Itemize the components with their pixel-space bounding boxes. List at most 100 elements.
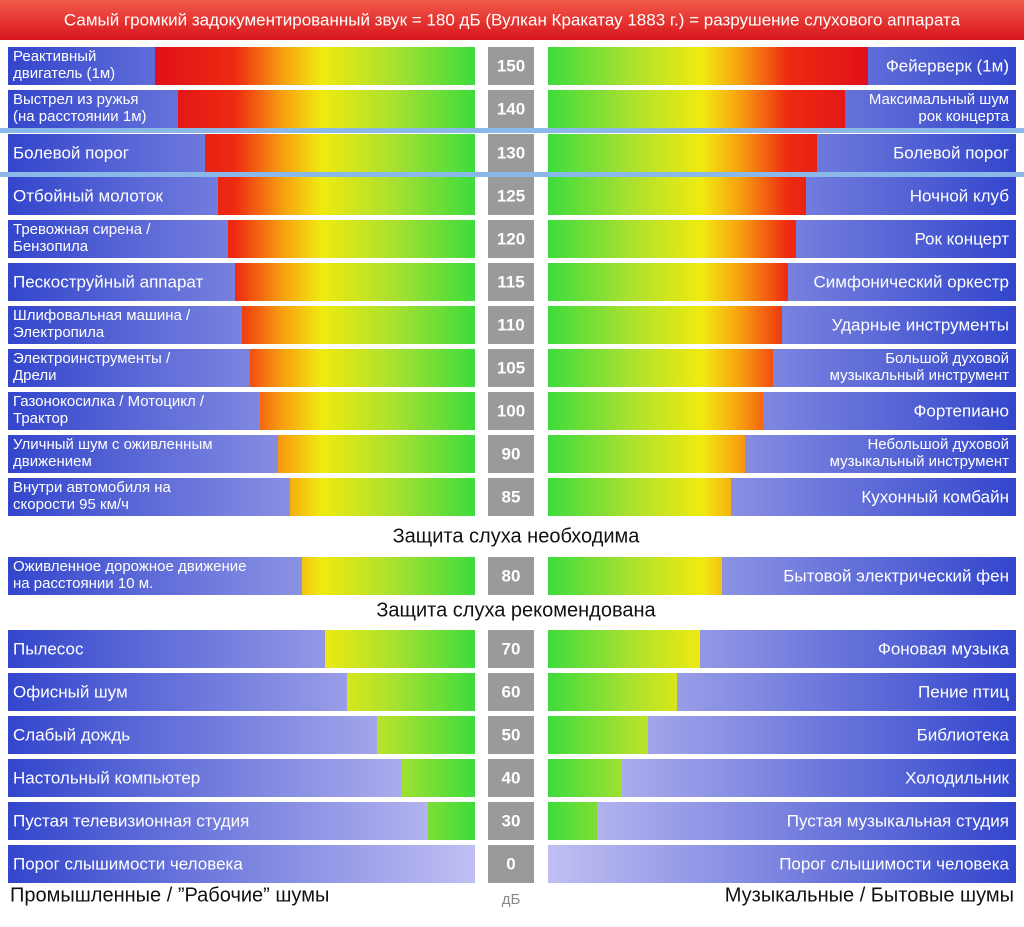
left-label: Выстрел из ружья (13, 91, 139, 108)
right-level (548, 90, 845, 128)
right-label: музыкальный инструмент (830, 453, 1010, 470)
left-label: скорости 95 км/ч (13, 496, 129, 513)
left-panel (8, 845, 475, 883)
left-label: Пескоструйный аппарат (13, 272, 203, 291)
db-box (488, 177, 534, 215)
left-label: двигатель (1м) (13, 65, 115, 82)
right-label: Симфонический оркестр (814, 272, 1009, 291)
db-box (488, 306, 534, 344)
db-box (488, 47, 534, 85)
right-label: Фоновая музыка (878, 639, 1010, 658)
right-label: Порог слышимости человека (779, 854, 1009, 873)
footer-left: Промышленные / ”Рабочие” шумы (10, 884, 329, 906)
left-level (428, 802, 475, 840)
left-level (205, 134, 475, 172)
left-label: Уличный шум с оживленным (13, 436, 213, 453)
right-label: Пение птиц (918, 682, 1009, 701)
left-level (218, 177, 475, 215)
left-level (235, 263, 475, 301)
left-label: Реактивный (13, 48, 96, 65)
db-value: 105 (497, 358, 525, 377)
right-label: Пустая музыкальная студия (787, 811, 1009, 830)
right-label: Кухонный комбайн (861, 487, 1009, 506)
right-level (548, 557, 722, 595)
left-label: Болевой порог (13, 143, 129, 162)
left-label: Пылесос (13, 639, 84, 658)
left-label: Тревожная сирена / (13, 221, 151, 238)
right-panel (548, 759, 1016, 797)
db-value: 120 (497, 229, 525, 248)
left-level (228, 220, 475, 258)
right-label: Фортепиано (913, 401, 1009, 420)
right-level (548, 716, 648, 754)
right-label: рок концерта (918, 108, 1009, 125)
db-value: 110 (497, 315, 524, 334)
db-box (488, 90, 534, 128)
left-label: Оживленное дорожное движение (13, 558, 246, 575)
db-box (488, 435, 534, 473)
footer-right: Музыкальные / Бытовые шумы (725, 884, 1014, 906)
note: Защита слуха рекомендована (376, 599, 656, 621)
title-bar (0, 0, 1024, 40)
right-label: Фейерверк (1м) (886, 56, 1009, 75)
db-box (488, 557, 534, 595)
right-level (548, 673, 677, 711)
left-label: Отбойный молоток (13, 186, 164, 205)
db-box (488, 349, 534, 387)
db-value: 90 (502, 444, 521, 463)
right-level (548, 802, 597, 840)
left-label: Газонокосилка / Мотоцикл / (13, 393, 205, 410)
left-level (242, 306, 475, 344)
right-label: Бытовой электрический фен (783, 566, 1009, 585)
left-level (260, 392, 475, 430)
db-value: 85 (502, 487, 521, 506)
db-box (488, 392, 534, 430)
left-label: Слабый дождь (13, 725, 130, 744)
right-level (548, 220, 796, 258)
right-label: Максимальный шум (869, 91, 1009, 108)
left-label: Трактор (13, 410, 68, 427)
db-box (488, 263, 534, 301)
left-label: Шлифовальная машина / (13, 307, 191, 324)
db-value: 60 (502, 682, 521, 701)
left-level (178, 90, 475, 128)
right-label: Небольшой духовой (867, 436, 1009, 453)
left-level (278, 435, 475, 473)
right-label: Большой духовой (885, 350, 1009, 367)
db-value: 140 (497, 99, 525, 118)
db-box (488, 478, 534, 516)
right-label: Ночной клуб (910, 186, 1010, 205)
left-label: Бензопила (13, 238, 89, 255)
right-level (548, 478, 731, 516)
db-box (488, 802, 534, 840)
db-box (488, 673, 534, 711)
unit: дБ (502, 891, 521, 908)
right-label: Ударные инструменты (832, 315, 1009, 334)
db-box (488, 220, 534, 258)
db-value: 125 (497, 186, 525, 205)
db-box (488, 845, 534, 883)
left-level (402, 759, 475, 797)
left-level (302, 557, 475, 595)
pain-line (0, 128, 1024, 133)
db-value: 40 (502, 768, 521, 787)
right-label: Библиотека (917, 725, 1010, 744)
left-label: Пустая телевизионная студия (13, 811, 249, 830)
db-box (488, 134, 534, 172)
right-label: Рок концерт (914, 229, 1009, 248)
db-box (488, 759, 534, 797)
left-label: Настольный компьютер (13, 768, 200, 787)
left-label: Офисный шум (13, 682, 128, 701)
right-level (548, 306, 782, 344)
right-label: Болевой порог (893, 143, 1009, 162)
left-level (250, 349, 475, 387)
left-label: Электроинструменты / (13, 350, 171, 367)
db-value: 100 (497, 401, 525, 420)
left-panel (8, 759, 475, 797)
db-value: 0 (506, 854, 515, 873)
db-value: 115 (497, 272, 524, 291)
left-label: Электропила (13, 324, 105, 341)
right-panel (548, 802, 1016, 840)
right-label: музыкальный инструмент (830, 367, 1010, 384)
